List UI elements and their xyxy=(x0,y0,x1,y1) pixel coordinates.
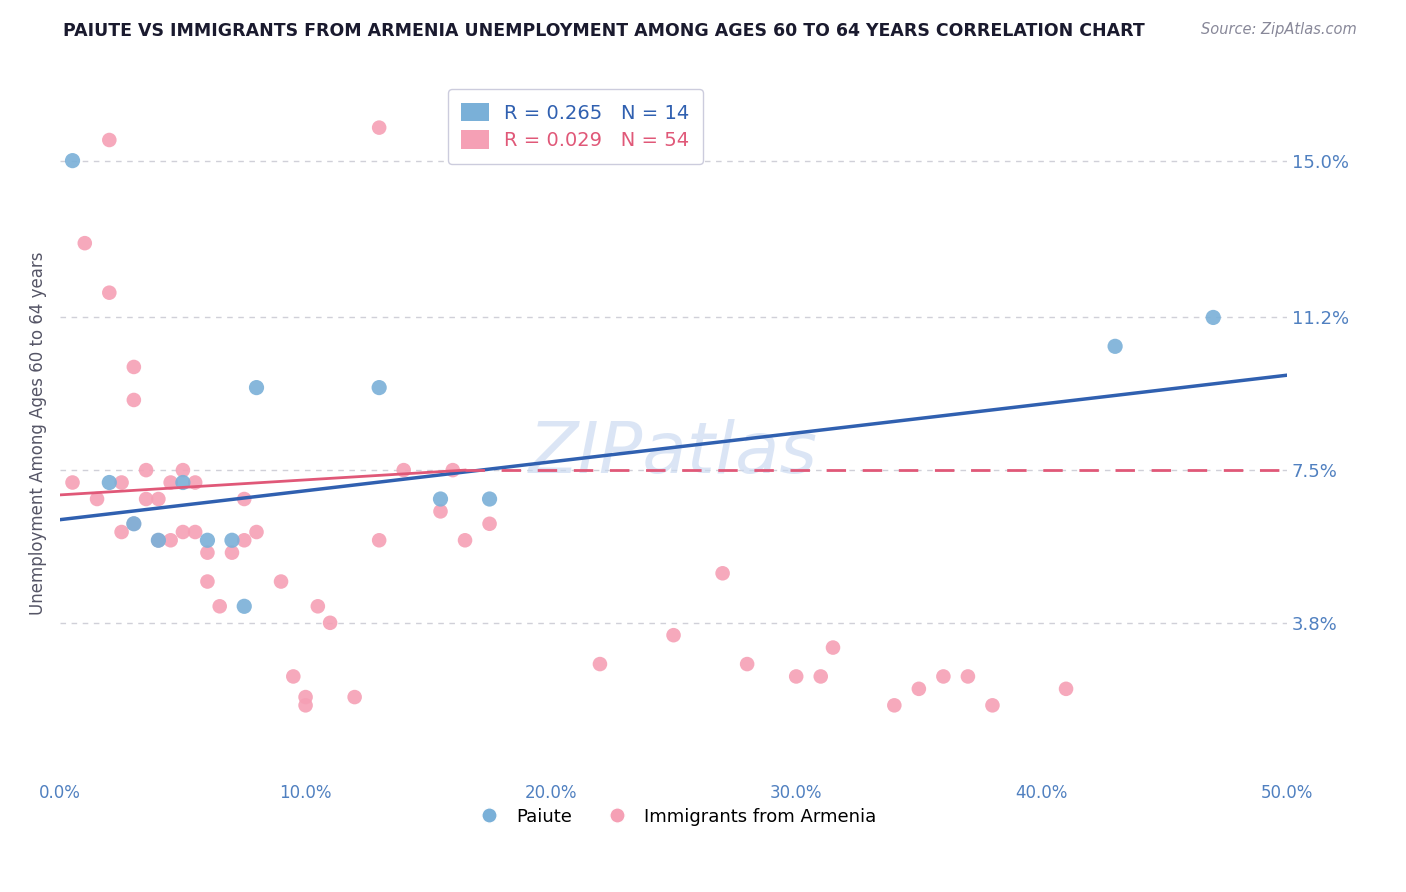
Point xyxy=(810,669,832,683)
Point xyxy=(368,381,391,395)
Point xyxy=(221,533,243,548)
Point xyxy=(589,657,612,671)
Text: ZIPatlas: ZIPatlas xyxy=(529,419,818,488)
Point xyxy=(135,491,157,506)
Point xyxy=(307,599,329,614)
Point xyxy=(122,516,145,531)
Point xyxy=(294,698,316,713)
Point xyxy=(110,475,132,490)
Text: Source: ZipAtlas.com: Source: ZipAtlas.com xyxy=(1201,22,1357,37)
Point xyxy=(392,463,415,477)
Point xyxy=(368,120,391,135)
Point xyxy=(184,475,207,490)
Point xyxy=(956,669,979,683)
Point xyxy=(283,669,305,683)
Point xyxy=(98,133,121,147)
Point xyxy=(294,690,316,704)
Point xyxy=(368,533,391,548)
Point xyxy=(785,669,807,683)
Point xyxy=(197,574,219,589)
Point xyxy=(245,524,267,539)
Point xyxy=(172,524,194,539)
Point xyxy=(735,657,758,671)
Point xyxy=(122,359,145,374)
Point xyxy=(86,491,108,506)
Point xyxy=(319,615,342,630)
Point xyxy=(233,599,256,614)
Point xyxy=(429,491,451,506)
Point xyxy=(245,381,267,395)
Point xyxy=(821,640,844,655)
Point xyxy=(441,463,464,477)
Point xyxy=(62,475,84,490)
Point xyxy=(662,628,685,642)
Point xyxy=(110,524,132,539)
Point xyxy=(98,285,121,300)
Point xyxy=(159,475,181,490)
Legend: Paiute, Immigrants from Armenia: Paiute, Immigrants from Armenia xyxy=(464,800,883,833)
Point xyxy=(429,504,451,518)
Text: PAIUTE VS IMMIGRANTS FROM ARMENIA UNEMPLOYMENT AMONG AGES 60 TO 64 YEARS CORRELA: PAIUTE VS IMMIGRANTS FROM ARMENIA UNEMPL… xyxy=(63,22,1144,40)
Point xyxy=(159,533,181,548)
Point xyxy=(478,491,501,506)
Point xyxy=(1202,310,1225,325)
Point xyxy=(135,463,157,477)
Point xyxy=(711,566,734,581)
Point xyxy=(148,491,170,506)
Point xyxy=(208,599,231,614)
Point xyxy=(233,533,256,548)
Point xyxy=(148,533,170,548)
Point xyxy=(98,475,121,490)
Point xyxy=(233,491,256,506)
Point xyxy=(454,533,477,548)
Point xyxy=(270,574,292,589)
Point xyxy=(932,669,955,683)
Point xyxy=(478,516,501,531)
Point xyxy=(184,524,207,539)
Point xyxy=(62,153,84,168)
Point xyxy=(122,392,145,407)
Point xyxy=(148,533,170,548)
Point xyxy=(172,475,194,490)
Point xyxy=(1054,681,1077,696)
Point xyxy=(981,698,1004,713)
Point xyxy=(172,463,194,477)
Point xyxy=(883,698,905,713)
Y-axis label: Unemployment Among Ages 60 to 64 years: Unemployment Among Ages 60 to 64 years xyxy=(30,252,46,615)
Point xyxy=(197,546,219,560)
Point xyxy=(73,236,96,251)
Point xyxy=(343,690,366,704)
Point xyxy=(122,516,145,531)
Point xyxy=(221,546,243,560)
Point xyxy=(1104,339,1126,353)
Point xyxy=(908,681,931,696)
Point xyxy=(197,533,219,548)
